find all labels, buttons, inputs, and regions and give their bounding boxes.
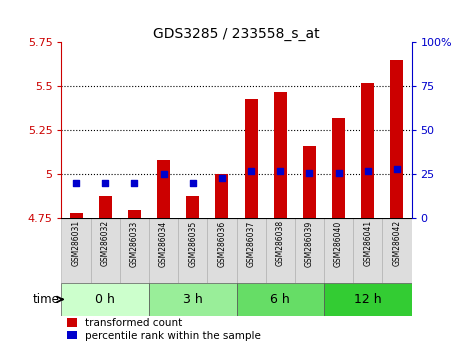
Point (189, 181, 197, 186)
Bar (245, 99, 258, 218)
FancyBboxPatch shape (61, 218, 91, 283)
Bar (361, 83, 374, 218)
Point (218, 175, 226, 181)
Bar (215, 175, 228, 218)
Point (276, 168, 284, 174)
Bar (128, 210, 141, 218)
FancyBboxPatch shape (149, 218, 178, 283)
Bar (390, 60, 403, 218)
Bar (99, 195, 112, 218)
Point (131, 181, 138, 186)
FancyBboxPatch shape (61, 283, 149, 316)
Bar (157, 160, 170, 218)
Point (335, 170, 342, 176)
FancyBboxPatch shape (382, 218, 412, 283)
FancyBboxPatch shape (207, 218, 236, 283)
Text: GSM286036: GSM286036 (218, 220, 227, 267)
Point (306, 170, 313, 176)
Text: GSM286033: GSM286033 (130, 220, 139, 267)
Text: GSM286035: GSM286035 (188, 220, 197, 267)
FancyBboxPatch shape (178, 218, 207, 283)
FancyBboxPatch shape (120, 218, 149, 283)
Text: GSM286041: GSM286041 (363, 220, 372, 267)
Text: 6 h: 6 h (271, 293, 290, 306)
Text: 3 h: 3 h (183, 293, 202, 306)
Title: GDS3285 / 233558_s_at: GDS3285 / 233558_s_at (153, 28, 320, 41)
FancyBboxPatch shape (353, 218, 382, 283)
Text: GSM286038: GSM286038 (276, 220, 285, 267)
Point (393, 166, 401, 172)
Text: GSM286040: GSM286040 (334, 220, 343, 267)
FancyBboxPatch shape (266, 218, 295, 283)
Text: 12 h: 12 h (354, 293, 382, 306)
Bar (274, 92, 287, 218)
Text: time: time (32, 293, 59, 306)
Point (72, 181, 80, 186)
Text: GSM286039: GSM286039 (305, 220, 314, 267)
Text: GSM286037: GSM286037 (246, 220, 255, 267)
Point (364, 168, 372, 174)
Legend: transformed count, percentile rank within the sample: transformed count, percentile rank withi… (67, 318, 261, 341)
Point (101, 181, 109, 186)
Text: GSM286034: GSM286034 (159, 220, 168, 267)
FancyBboxPatch shape (149, 283, 236, 316)
Text: GSM286031: GSM286031 (71, 220, 80, 267)
FancyBboxPatch shape (324, 218, 353, 283)
Bar (303, 146, 316, 218)
FancyBboxPatch shape (236, 218, 266, 283)
Point (247, 168, 255, 174)
Point (160, 172, 167, 177)
Bar (70, 213, 83, 218)
FancyBboxPatch shape (324, 283, 412, 316)
Bar (332, 118, 345, 218)
Text: GSM286032: GSM286032 (101, 220, 110, 267)
FancyBboxPatch shape (91, 218, 120, 283)
Bar (186, 195, 199, 218)
FancyBboxPatch shape (295, 218, 324, 283)
FancyBboxPatch shape (236, 283, 324, 316)
Text: GSM286042: GSM286042 (393, 220, 402, 267)
Text: 0 h: 0 h (95, 293, 115, 306)
